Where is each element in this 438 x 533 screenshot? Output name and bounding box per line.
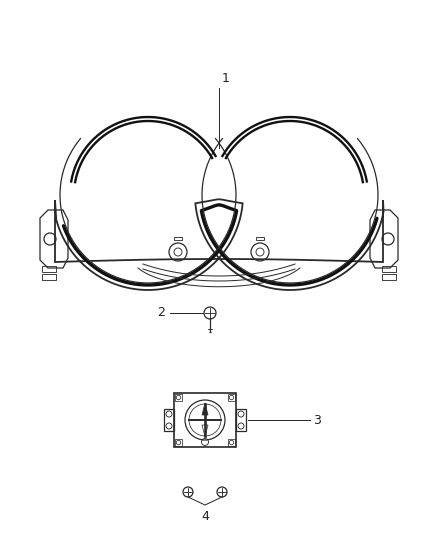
Bar <box>175 394 182 401</box>
Text: 4: 4 <box>201 510 209 523</box>
Bar <box>42 274 56 280</box>
Text: 1: 1 <box>222 72 230 85</box>
Bar <box>228 394 235 401</box>
Bar <box>228 439 235 446</box>
Bar <box>174 237 182 240</box>
Bar <box>42 266 56 272</box>
Bar <box>256 237 264 240</box>
Polygon shape <box>202 425 208 437</box>
Bar <box>175 439 182 446</box>
Bar <box>236 409 246 431</box>
Bar <box>164 409 174 431</box>
Text: 3: 3 <box>313 414 321 426</box>
Bar <box>382 274 396 280</box>
Text: 2: 2 <box>157 306 165 319</box>
Bar <box>174 393 236 447</box>
Polygon shape <box>202 403 208 415</box>
Bar <box>382 266 396 272</box>
